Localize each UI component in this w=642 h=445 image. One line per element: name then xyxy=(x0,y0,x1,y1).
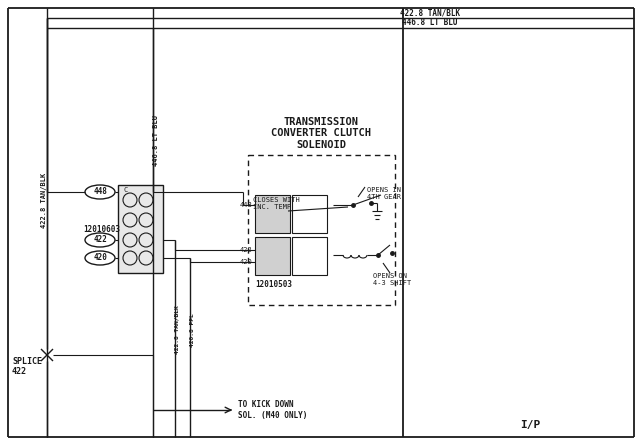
Text: 448: 448 xyxy=(93,187,107,197)
Text: 446.8 LT BLU: 446.8 LT BLU xyxy=(403,18,458,27)
Text: I/P: I/P xyxy=(520,420,540,430)
Bar xyxy=(292,237,327,275)
Text: 12010503: 12010503 xyxy=(255,280,292,289)
Bar xyxy=(248,155,395,305)
Text: 422.8 TAN/BLK: 422.8 TAN/BLK xyxy=(400,8,460,17)
Text: 420: 420 xyxy=(239,259,252,265)
Bar xyxy=(118,185,163,273)
Text: 12010603: 12010603 xyxy=(83,224,120,234)
Text: 422: 422 xyxy=(239,247,252,253)
Text: 420.8 PPL: 420.8 PPL xyxy=(189,313,195,347)
Bar xyxy=(292,195,327,233)
Text: 422.8 TAN/BLK: 422.8 TAN/BLK xyxy=(41,172,47,228)
Text: OPENS IN
4TH GEAR: OPENS IN 4TH GEAR xyxy=(367,187,401,200)
Text: CLOSES WITH
INC. TEMP: CLOSES WITH INC. TEMP xyxy=(253,197,300,210)
Text: 420: 420 xyxy=(93,254,107,263)
Text: OPENS ON
4-3 SHIFT: OPENS ON 4-3 SHIFT xyxy=(373,273,412,286)
Text: 446.8 LT BLU: 446.8 LT BLU xyxy=(153,114,159,166)
Text: 422.8 TAN/BLK: 422.8 TAN/BLK xyxy=(175,306,180,354)
Text: TO KICK DOWN
SOL. (M40 ONLY): TO KICK DOWN SOL. (M40 ONLY) xyxy=(238,400,308,420)
Text: 448: 448 xyxy=(239,202,252,208)
Text: 422: 422 xyxy=(93,235,107,244)
Text: TRANSMISSION
CONVERTER CLUTCH
SOLENOID: TRANSMISSION CONVERTER CLUTCH SOLENOID xyxy=(271,117,371,150)
Bar xyxy=(255,237,290,275)
Bar xyxy=(255,195,290,233)
Text: C: C xyxy=(124,187,128,193)
Text: SPLICE
422: SPLICE 422 xyxy=(12,357,42,376)
